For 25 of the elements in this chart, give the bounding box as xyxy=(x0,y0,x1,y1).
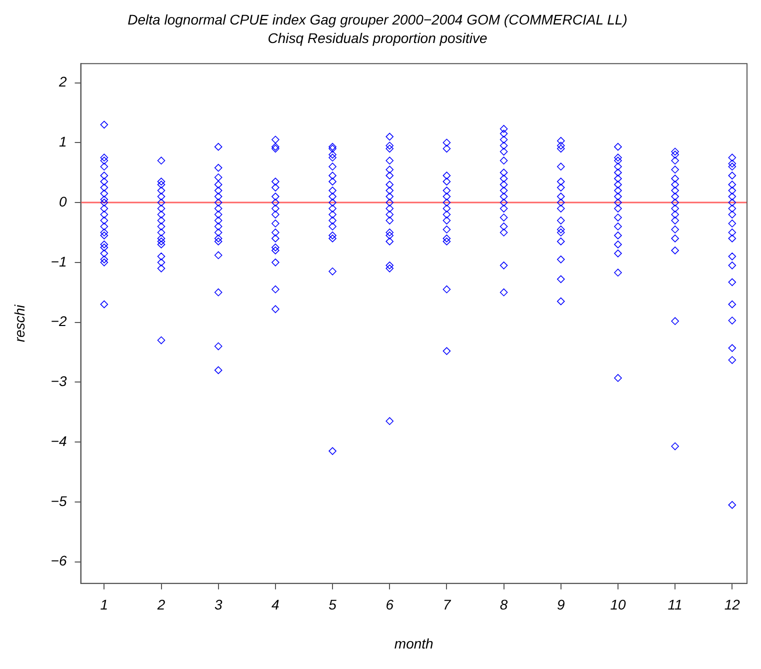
y-tick-label: −2 xyxy=(50,313,67,330)
x-tick-label: 1 xyxy=(100,596,108,613)
x-tick-label: 3 xyxy=(214,596,222,613)
x-tick-label: 2 xyxy=(156,596,166,613)
y-axis-title: reschi xyxy=(11,304,28,342)
y-tick-label: 0 xyxy=(58,193,67,210)
x-tick-label: 4 xyxy=(272,596,280,613)
y-tick-label: −3 xyxy=(50,373,67,390)
x-tick-label: 9 xyxy=(556,596,565,613)
chart-title: Delta lognormal CPUE index Gag grouper 2000−2004 GOM (COMMERCIAL LL) xyxy=(128,11,628,28)
x-tick-label: 10 xyxy=(610,596,626,613)
y-tick-label: −6 xyxy=(50,552,67,569)
y-tick-label: 2 xyxy=(58,74,67,90)
x-tick-label: 12 xyxy=(724,596,740,613)
y-tick-label: −4 xyxy=(50,432,67,449)
y-tick-label: 1 xyxy=(58,134,67,150)
y-tick-label: −1 xyxy=(50,253,67,270)
x-tick-label: 5 xyxy=(328,596,337,613)
y-tick-label: −5 xyxy=(50,492,67,509)
x-tick-label: 11 xyxy=(668,596,682,613)
x-tick-label: 6 xyxy=(386,596,394,613)
x-tick-label: 7 xyxy=(442,596,452,613)
x-axis-title: month xyxy=(394,635,434,652)
x-tick-label: 8 xyxy=(500,596,508,613)
chart-subtitle: Chisq Residuals proportion positive xyxy=(268,30,488,46)
